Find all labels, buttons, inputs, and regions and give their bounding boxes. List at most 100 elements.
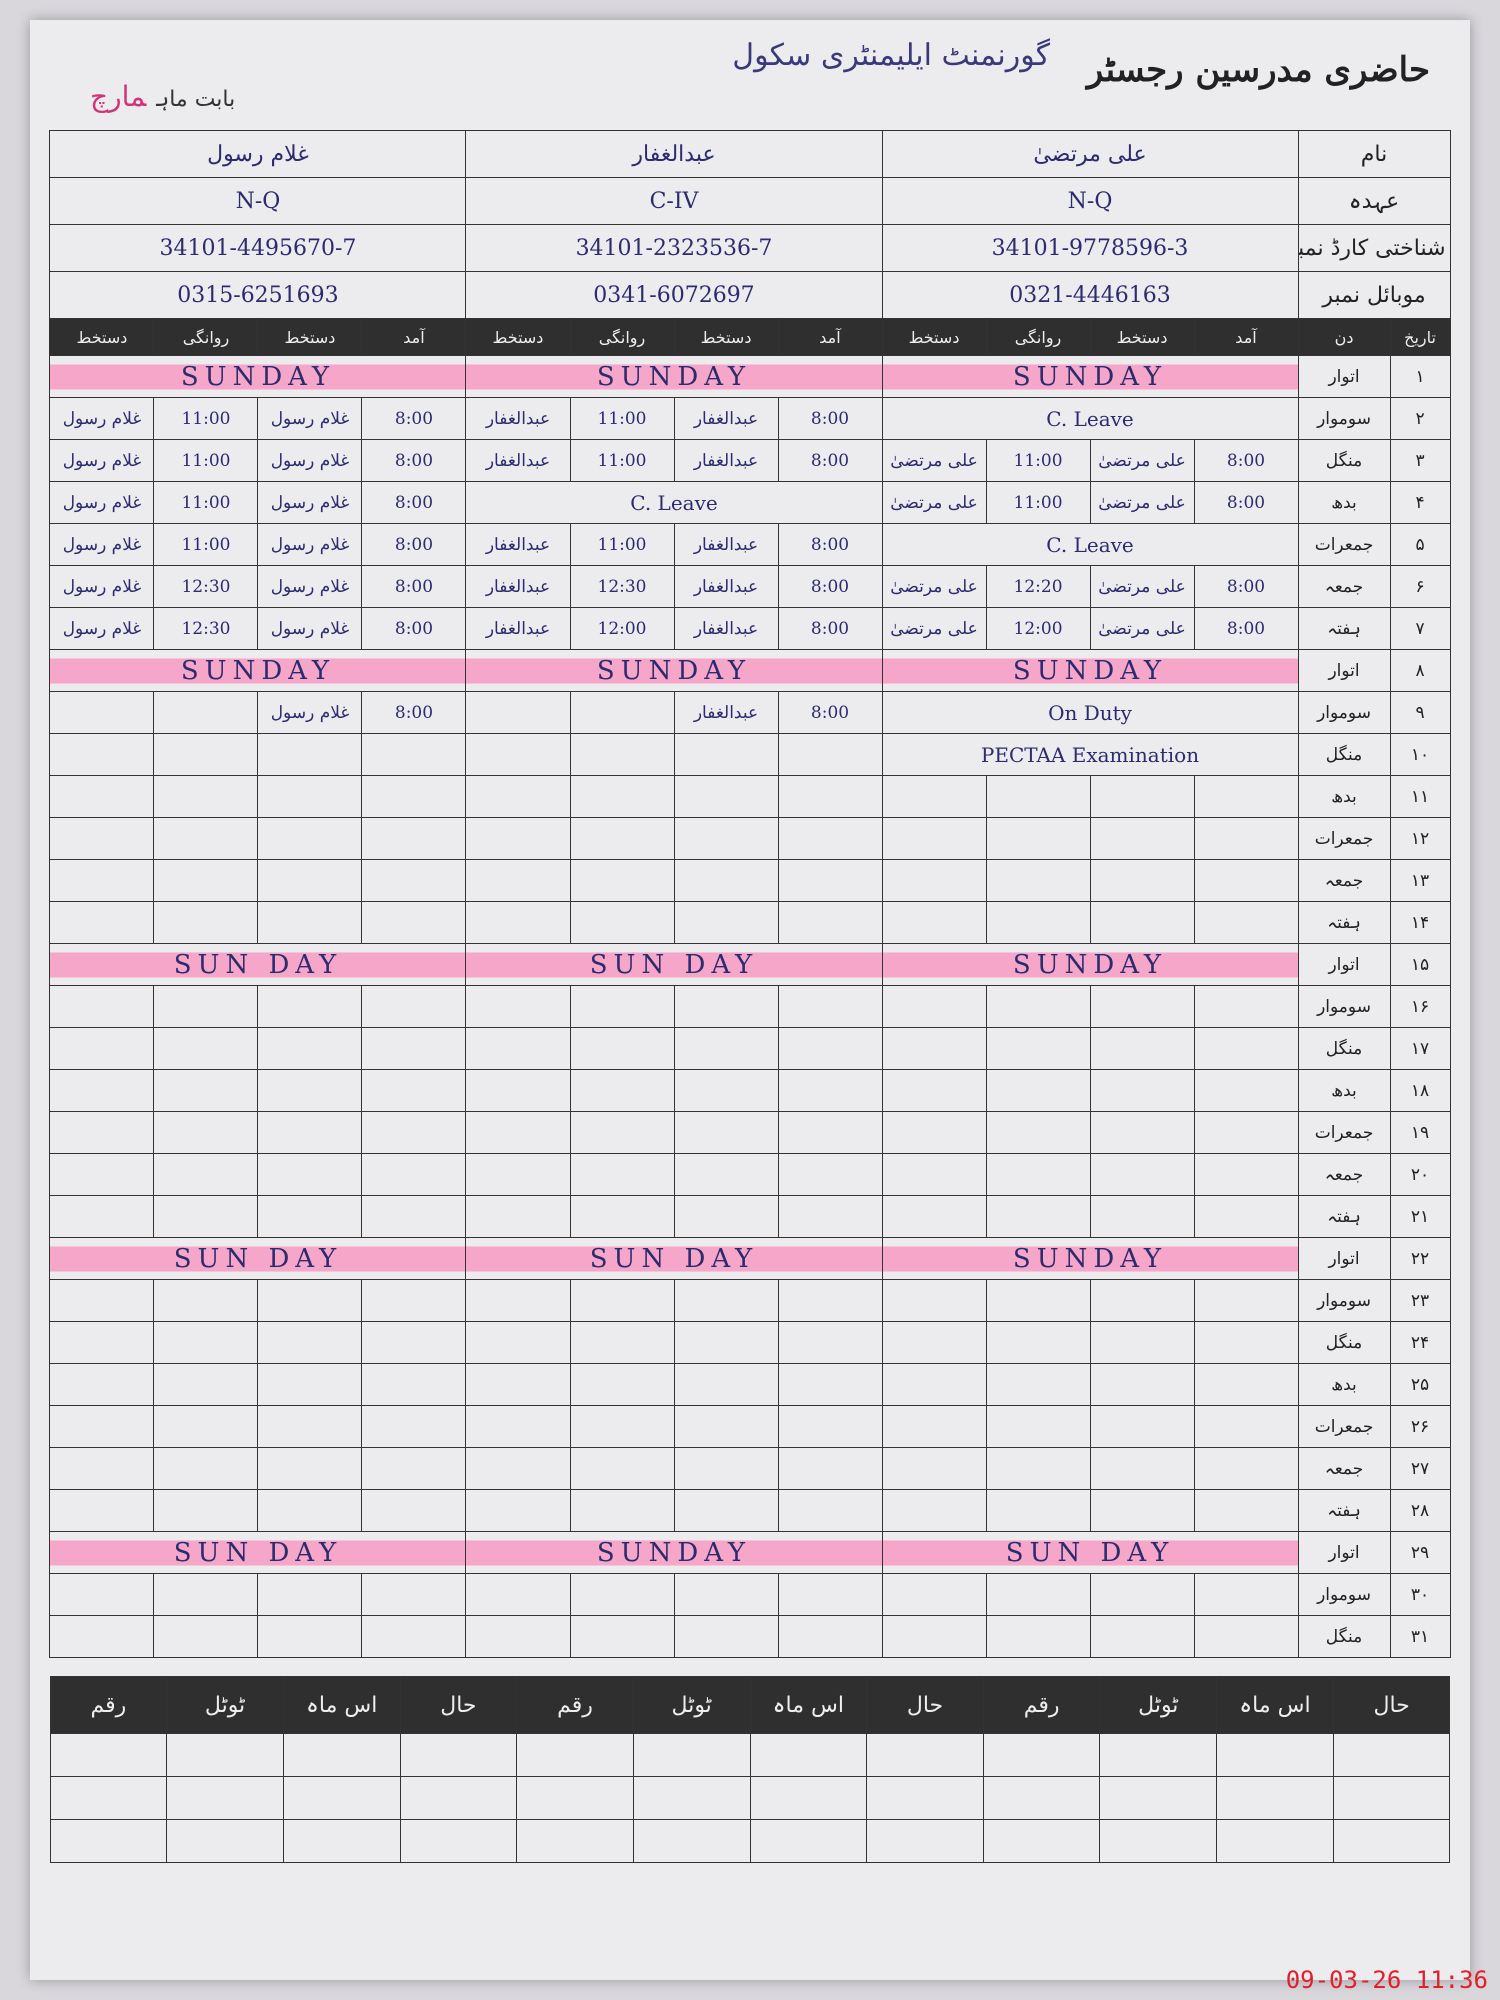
arrival-cell (1193, 1027, 1299, 1070)
summary-cell (749, 1733, 868, 1777)
summary-cell (1216, 1733, 1334, 1777)
summary-cell (282, 1776, 401, 1820)
day-row: ۲۵ بدھ (49, 1363, 1451, 1406)
info-label: عہدہ (1297, 177, 1451, 225)
departure-cell (985, 1573, 1091, 1616)
summary-cell (516, 1733, 634, 1777)
arrival-sign-cell (673, 1321, 779, 1364)
register-header: حاضری مدرسین رجسٹر گورنمنٹ ایلیمنٹری سکو… (30, 20, 1470, 130)
arrival-sign-cell (673, 901, 779, 944)
departure-sign-cell (49, 817, 155, 860)
date-cell: ۱۷ (1389, 1027, 1451, 1070)
day-cell: جمعہ (1297, 1153, 1391, 1196)
arrival-cell: 8:00 (361, 565, 467, 608)
day-cell: منگل (1297, 1027, 1391, 1070)
date-cell: ۲۵ (1389, 1363, 1451, 1406)
arrival-cell (1193, 1405, 1299, 1448)
date-cell: ۲۹ (1389, 1531, 1451, 1574)
arrival-sign-cell (1089, 1279, 1195, 1322)
teacher-post: C-IV (465, 177, 883, 225)
arrival-cell (1193, 901, 1299, 944)
day-cell: جمعرات (1297, 523, 1391, 566)
departure-cell (985, 985, 1091, 1028)
departure-sign-cell (465, 1111, 571, 1154)
summary-cell (866, 1733, 984, 1777)
arrival-sign-cell (673, 1111, 779, 1154)
departure-sign-cell: علی مرتضیٰ (881, 439, 987, 482)
day-cell: ہفتہ (1297, 607, 1391, 650)
date-cell: ۱۱ (1389, 775, 1451, 818)
departure-cell (985, 1615, 1091, 1658)
departure-cell (569, 817, 675, 860)
info-label: موبائل نمبر (1297, 271, 1451, 319)
subheader-row: تاریخ دن آمد دستخط روانگی دستخط آمد دستخط روانگی… (49, 318, 1451, 356)
arrival-cell (777, 985, 883, 1028)
summary-cell (1099, 1819, 1218, 1863)
arrival-cell (361, 817, 467, 860)
departure-sign-cell (465, 901, 571, 944)
departure-cell (153, 817, 259, 860)
note-cell: PECTAA Examination (881, 733, 1299, 776)
departure-cell (569, 1489, 675, 1532)
date-cell: ۱۴ (1389, 901, 1451, 944)
departure-sign-cell (881, 985, 987, 1028)
arrival-cell (1193, 1153, 1299, 1196)
departure-sign-cell (49, 901, 155, 944)
departure-cell (569, 1111, 675, 1154)
arrival-cell (1193, 1447, 1299, 1490)
day-cell: منگل (1297, 439, 1391, 482)
arrival-sign-cell (673, 733, 779, 776)
summary-cell (632, 1733, 751, 1777)
departure-sign-cell: عبدالغفار (465, 439, 571, 482)
arrival-cell (777, 1447, 883, 1490)
arrival-cell: 8:00 (361, 607, 467, 650)
summary-cell (632, 1819, 751, 1863)
day-row: ۱ اتوار SUNDAY SUNDAY SUNDAY (49, 355, 1451, 398)
departure-sign-cell (881, 901, 987, 944)
attendance-body: نام علی مرتضیٰ عبدالغفار غلام رسول عہدہ N-Q C-… (49, 130, 1451, 1658)
arrival-cell: 8:00 (1193, 481, 1299, 524)
summary-label: اس ماہ (749, 1676, 868, 1734)
date-cell: ۴ (1389, 481, 1451, 524)
day-row: ۷ ہفتہ 8:00 علی مرتضیٰ 12:00 علی مرتضیٰ 8:00 عب… (49, 607, 1451, 650)
teacher-post: N-Q (49, 177, 467, 225)
departure-cell: 11:00 (569, 439, 675, 482)
arrival-cell (777, 1069, 883, 1112)
departure-cell (153, 985, 259, 1028)
teacher-info-row: موبائل نمبر 0321-4446163 0341-6072697 0315-… (49, 271, 1451, 319)
arrival-sign-cell (673, 859, 779, 902)
note-cell: SUNDAY (465, 355, 883, 398)
arrival-sign-cell: غلام رسول (257, 691, 363, 734)
arrival-sign-cell (1089, 817, 1195, 860)
departure-sign-cell (465, 1069, 571, 1112)
note-cell: SUNDAY (881, 649, 1299, 692)
subcolumn-header: دستخط (1089, 318, 1195, 356)
day-cell: سوموار (1297, 1573, 1391, 1616)
summary-cell (282, 1819, 401, 1863)
arrival-sign-cell: علی مرتضیٰ (1089, 439, 1195, 482)
departure-sign-cell (881, 1027, 987, 1070)
summary-cell (282, 1733, 401, 1777)
arrival-cell (777, 1615, 883, 1658)
arrival-sign-cell (257, 775, 363, 818)
departure-cell: 12:00 (569, 607, 675, 650)
day-cell: منگل (1297, 733, 1391, 776)
summary-label: اس ماہ (282, 1676, 401, 1734)
departure-cell (569, 775, 675, 818)
arrival-sign-cell (1089, 1069, 1195, 1112)
summary-cell (166, 1733, 284, 1777)
departure-cell (569, 1615, 675, 1658)
teacher-name: عبدالغفار (465, 130, 883, 178)
register-sheet: حاضری مدرسین رجسٹر گورنمنٹ ایلیمنٹری سکو… (30, 20, 1470, 1980)
day-row: ۳۱ منگل (49, 1615, 1451, 1658)
date-cell: ۲ (1389, 397, 1451, 440)
summary-cell (49, 1776, 168, 1820)
departure-sign-cell (881, 1279, 987, 1322)
summary-cell (516, 1819, 634, 1863)
day-cell: بدھ (1297, 775, 1391, 818)
departure-sign-cell: غلام رسول (49, 397, 155, 440)
day-cell: جمعرات (1297, 1111, 1391, 1154)
arrival-sign-cell (257, 1363, 363, 1406)
departure-sign-cell (465, 1405, 571, 1448)
departure-sign-cell: غلام رسول (49, 523, 155, 566)
